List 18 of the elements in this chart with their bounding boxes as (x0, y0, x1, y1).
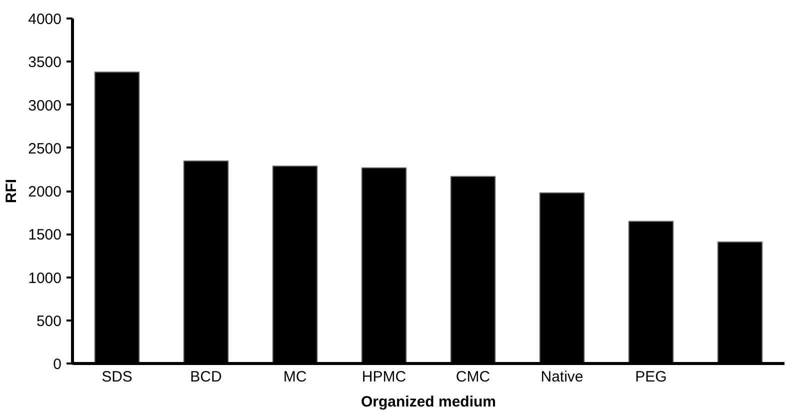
x-tick-label: PEG (635, 368, 667, 386)
y-axis-title: RFI (3, 178, 20, 204)
y-tick-label: 500 (36, 312, 62, 330)
x-axis-title: Organized medium (360, 394, 496, 410)
y-tick-label: 1000 (28, 270, 62, 287)
y-tick-label: 3500 (28, 54, 62, 72)
x-tick-label: HPMC (362, 368, 406, 386)
y-tick-label: 2500 (28, 140, 62, 158)
y-tick-label: 2000 (28, 184, 62, 200)
y-tick-label: 3000 (28, 97, 62, 114)
x-tick-label: CMC (456, 368, 490, 386)
x-tick-label: SDS (102, 368, 132, 386)
y-tick-label: 4000 (28, 11, 62, 28)
x-tick-label: Native (540, 368, 584, 386)
y-tick-label: 1500 (28, 226, 62, 244)
x-tick-label: BCD (190, 368, 222, 386)
y-tick-label: 0 (53, 356, 62, 373)
x-tick-label: MC (283, 368, 307, 386)
